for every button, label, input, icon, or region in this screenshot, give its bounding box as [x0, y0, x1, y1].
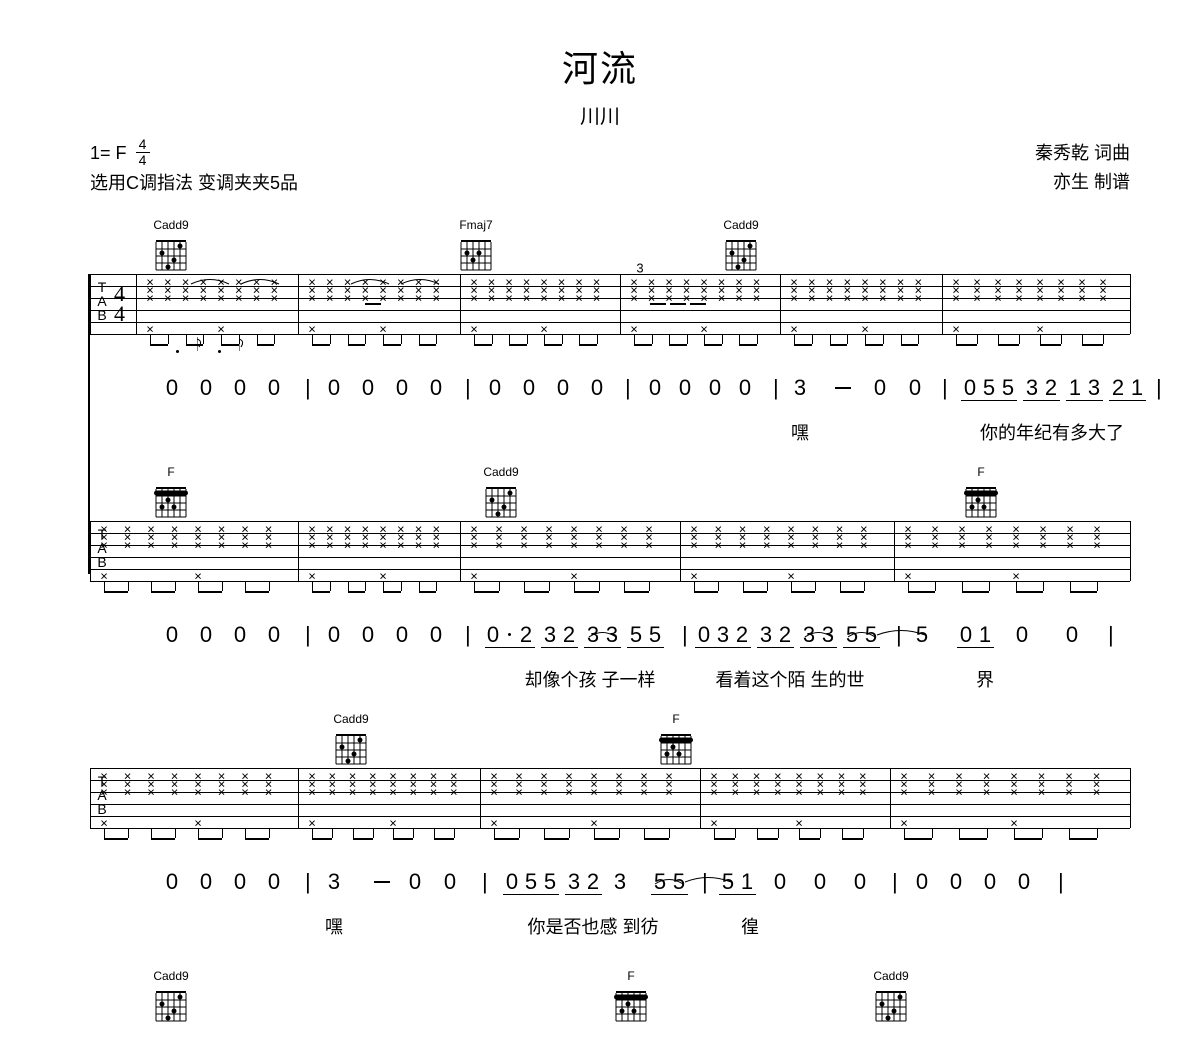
- key-label: 1= F: [90, 143, 127, 163]
- chord-diagram: Cadd9: [330, 712, 372, 768]
- chord-diagram: F: [960, 465, 1002, 521]
- song-title: 河流: [0, 40, 1200, 92]
- credits-tab: 亦生 制谱: [1035, 168, 1130, 197]
- chord-diagram: Cadd9: [150, 969, 192, 1025]
- metadata-row: 1= F 4 4 选用C调指法 变调夹夹5品 秦秀乾 词曲 亦生 制谱: [0, 129, 1200, 198]
- tab-clef: TAB: [96, 280, 108, 322]
- credits-lyrics: 秦秀乾 词曲: [1035, 139, 1130, 168]
- chord-diagram: Cadd9: [480, 465, 522, 521]
- lyrics-row: 嘿你是否也感 到彷徨: [90, 913, 1130, 939]
- jianpu-row: 000030005532355510000000|||||: [90, 869, 1130, 909]
- chord-diagram: Cadd9: [150, 218, 192, 274]
- lyrics-row: 却像个孩 子一样看着这个陌 生的世界: [90, 666, 1130, 692]
- chord-diagram: Cadd9: [720, 218, 762, 274]
- music-system: Cadd9Fmaj7Cadd9TAB44××××××××××××××××××××…: [90, 218, 1130, 445]
- jianpu-row: 000000000232335503232335550100|||||: [90, 622, 1130, 662]
- artist-name: 川川: [0, 100, 1200, 129]
- music-system: Cadd9FTAB×××××××××××××××××××××××××××××××…: [90, 712, 1130, 939]
- music-system: FCadd9FTAB××××××××××××××××××××××××××××××…: [90, 465, 1130, 692]
- jianpu-row: 0000000000000000300055321321||||||: [90, 375, 1130, 415]
- chord-diagram: Fmaj7: [455, 218, 497, 274]
- chord-diagram: F: [150, 465, 192, 521]
- lyrics-row: 嘿你的年纪有多大了: [90, 419, 1130, 445]
- capo-note: 选用C调指法 变调夹夹5品: [90, 169, 298, 198]
- chord-diagram: F: [655, 712, 697, 768]
- chord-diagram: F: [610, 969, 652, 1025]
- time-signature: 4 4: [136, 138, 150, 167]
- chord-diagram: Cadd9: [870, 969, 912, 1025]
